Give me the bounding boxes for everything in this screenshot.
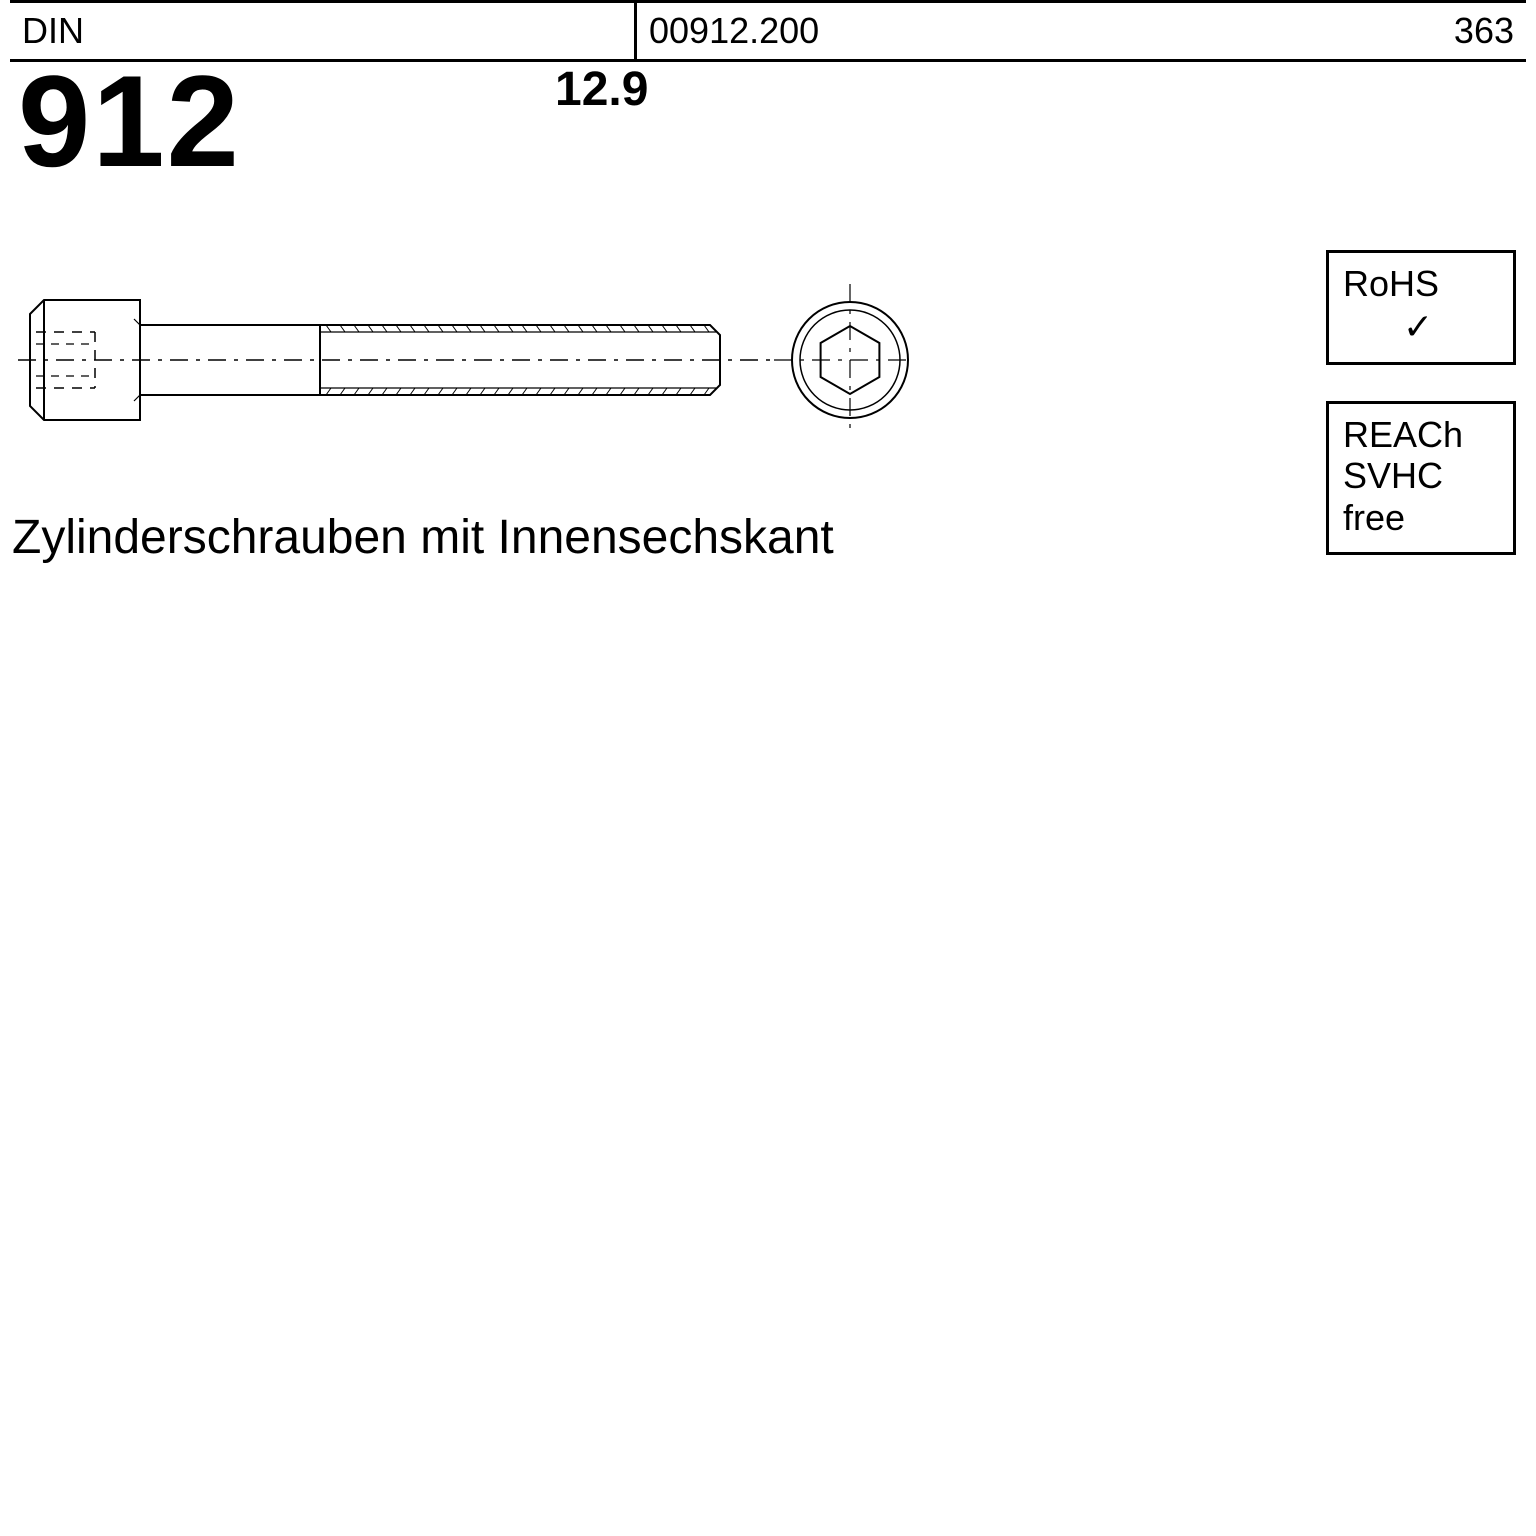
standard-number: 912 — [18, 56, 241, 186]
reach-badge: REACh SVHC free — [1326, 401, 1516, 555]
rohs-badge: RoHS ✓ — [1326, 250, 1516, 365]
technical-drawing — [10, 250, 910, 470]
screw-drawing-svg — [10, 250, 910, 470]
rohs-label: RoHS — [1343, 263, 1439, 304]
product-description: Zylinderschrauben mit Innensechskant — [12, 510, 834, 565]
reach-line2: SVHC — [1343, 455, 1443, 496]
spec-sheet: DIN 00912.200 363 912 12.9 Zylinderschra… — [0, 0, 1536, 1536]
reach-line1: REACh — [1343, 414, 1463, 455]
header-code: 00912.200 — [637, 3, 1382, 59]
header-page-number: 363 — [1382, 3, 1526, 59]
checkmark-icon: ✓ — [1403, 306, 1499, 347]
reach-line3: free — [1343, 497, 1405, 538]
compliance-badges: RoHS ✓ REACh SVHC free — [1326, 250, 1516, 555]
strength-grade: 12.9 — [555, 62, 648, 117]
